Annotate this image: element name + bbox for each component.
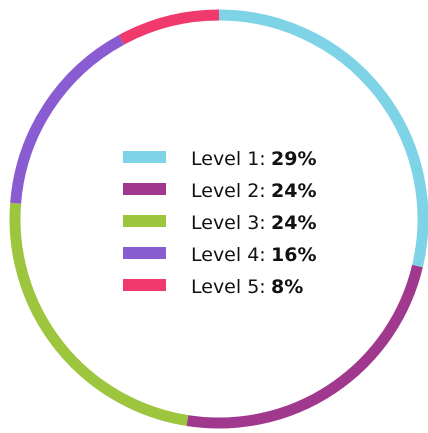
donut-ring bbox=[9, 9, 428, 429]
ring-segment-level-2 bbox=[186, 264, 423, 429]
legend-value-level-2: 24% bbox=[271, 180, 316, 202]
legend-value-level-3: 24% bbox=[271, 212, 316, 234]
ring-segment-level-1 bbox=[218, 9, 428, 268]
legend-swatch-level-4 bbox=[123, 247, 166, 259]
legend-label-level-5: Level 5: bbox=[191, 276, 266, 298]
legend-label-level-3: Level 3: bbox=[191, 212, 266, 234]
legend-value-level-4: 16% bbox=[271, 244, 316, 266]
legend-value-level-1: 29% bbox=[271, 148, 316, 170]
legend-label-level-4: Level 4: bbox=[191, 244, 266, 266]
chart-legend: Level 1: 29%Level 2: 24%Level 3: 24%Level 4… bbox=[123, 148, 316, 298]
ring-segment-level-3 bbox=[9, 202, 189, 426]
legend-value-level-5: 8% bbox=[271, 276, 303, 298]
ring-segment-level-5 bbox=[118, 9, 220, 45]
legend-swatch-level-5 bbox=[123, 279, 166, 291]
legend-label-level-2: Level 2: bbox=[191, 180, 266, 202]
ring-segment-level-4 bbox=[10, 34, 125, 204]
legend-label-level-1: Level 1: bbox=[191, 148, 266, 170]
legend-swatch-level-3 bbox=[123, 215, 166, 227]
legend-swatch-level-1 bbox=[123, 151, 166, 163]
legend-swatch-level-2 bbox=[123, 183, 166, 195]
